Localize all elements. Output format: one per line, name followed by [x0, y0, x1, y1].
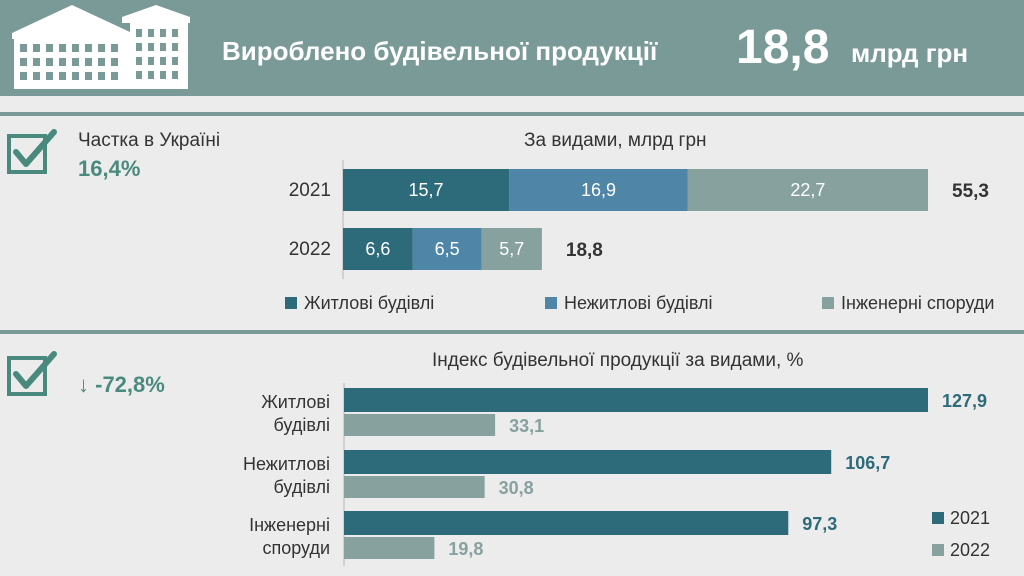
chart1-bar-segment: [481, 228, 542, 270]
chart2-bar: [344, 388, 928, 412]
chart2-category-label: будівлі: [274, 415, 330, 435]
chart1-segment-label: 15,7: [409, 180, 444, 200]
chart1-bar-segment: [412, 228, 482, 270]
chart2-legend-swatch: [932, 544, 944, 556]
chart1-category-label: 2021: [289, 180, 331, 201]
chart2-bar: [344, 537, 435, 559]
chart1-title: За видами, млрд грн: [524, 130, 707, 151]
chart2-category-label: Інженерні: [249, 515, 330, 535]
header-total-unit: млрд грн: [851, 38, 969, 68]
share-label: Частка в Україні: [78, 130, 221, 151]
chart1-total-label: 55,3: [952, 181, 989, 202]
checkbox-checked-icon: [7, 129, 57, 174]
chart2-bar: [344, 476, 485, 498]
chart2-value-label: 30,8: [499, 478, 534, 498]
chart2-value-label: 19,8: [448, 539, 483, 559]
chart1-segment-label: 6,5: [435, 239, 460, 259]
chart1-legend-label: Нежитлові будівлі: [564, 293, 713, 313]
chart1-segment-label: 5,7: [499, 239, 524, 259]
change-value: ↓ -72,8%: [78, 372, 165, 398]
checkbox-checked-icon: [7, 351, 57, 396]
header-banner: Вироблено будівельної продукції 18,8 млр…: [0, 0, 1024, 96]
chart1-legend-swatch: [545, 297, 557, 309]
chart2-legend-swatch: [932, 512, 944, 524]
chart2-value-label: 33,1: [509, 416, 544, 436]
chart1-bar-segment: [687, 169, 928, 211]
change-percent: -72,8%: [95, 372, 165, 397]
chart2-legend-label: 2022: [950, 540, 990, 560]
chart1-bar-segment: [509, 169, 688, 211]
chart2-category-label: Нежитлові: [243, 454, 330, 474]
chart2-bar: [344, 450, 832, 474]
chart2-legend-label: 2021: [950, 508, 990, 528]
chart2-category-label: будівлі: [274, 477, 330, 497]
chart1-legend-label: Житлові будівлі: [304, 293, 434, 313]
down-arrow-icon: ↓: [78, 372, 89, 397]
chart1-category-label: 2022: [289, 239, 331, 260]
chart2-value-label: 127,9: [942, 391, 987, 411]
chart1-segment-label: 16,9: [581, 180, 616, 200]
share-value: 16,4%: [78, 156, 141, 181]
chart2-category-label: Житлові: [261, 392, 330, 412]
section-divider-top: [0, 112, 1024, 116]
chart1-legend-label: Інженерні споруди: [841, 293, 994, 313]
chart1-segment-label: 6,6: [365, 239, 390, 259]
building-icon: [12, 5, 190, 89]
chart2-category-label: споруди: [262, 538, 330, 558]
chart2-value-label: 106,7: [845, 453, 890, 473]
chart1-segment-label: 22,7: [790, 180, 825, 200]
chart1-legend-swatch: [285, 297, 297, 309]
chart2-bar: [344, 414, 496, 436]
section-divider-middle: [0, 330, 1024, 334]
chart1-total-label: 18,8: [566, 240, 603, 261]
chart2-title: Індекс будівельної продукції за видами, …: [432, 350, 804, 371]
chart1-legend-swatch: [822, 297, 834, 309]
chart1-bar-segment: [343, 169, 510, 211]
chart2-bar: [344, 511, 789, 535]
chart2-value-label: 97,3: [802, 514, 837, 534]
header-total-value: 18,8: [736, 21, 830, 74]
chart1-bar-segment: [343, 228, 413, 270]
header-title: Вироблено будівельної продукції: [222, 36, 658, 66]
